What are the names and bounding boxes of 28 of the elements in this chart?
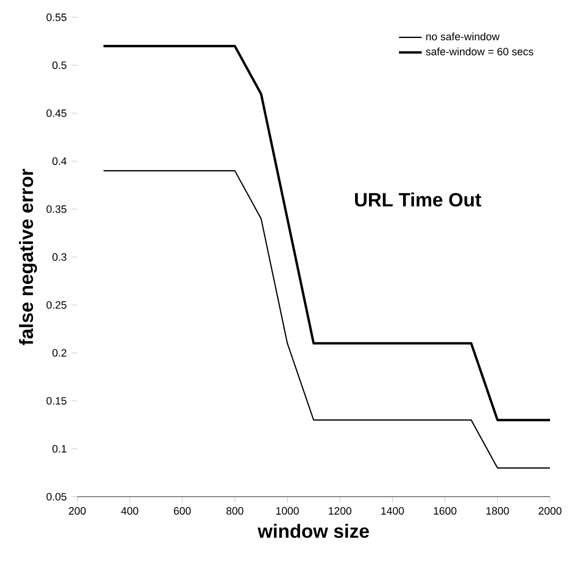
x-tick-label: 2000: [538, 506, 562, 515]
legend-label: no safe-window: [426, 32, 500, 40]
y-tick-label: 0.05: [46, 492, 66, 500]
annotation: URL Time Out: [355, 192, 482, 206]
x-tick-label: 200: [68, 506, 86, 515]
x-tick-label: 1400: [381, 506, 404, 515]
y-tick-label: 0.5: [52, 61, 66, 69]
y-tick-label: 0.1: [52, 444, 66, 452]
y-tick-label: 0.3: [52, 253, 66, 261]
y-tick-label: 0.15: [46, 396, 66, 404]
x-tick-label: 1000: [276, 506, 299, 515]
x-tick-label: 600: [174, 506, 191, 515]
y-tick-label: 0.55: [46, 13, 66, 21]
x-axis-title: window size: [258, 524, 369, 538]
line-series: [102, 44, 550, 422]
x-tick-label: 400: [121, 506, 138, 515]
x-tick-label: 800: [226, 506, 244, 515]
x-tick-label: 1800: [486, 506, 509, 515]
y-tick-label: 0.25: [46, 301, 66, 309]
y-tick-label: 0.2: [52, 348, 66, 357]
x-tick-label: 1600: [434, 506, 456, 515]
x-tick-label: 1200: [328, 506, 352, 515]
y-tick-label: 0.35: [46, 205, 66, 213]
y-tick-label: 0.45: [46, 109, 66, 117]
y-tick-label: 0.4: [52, 157, 67, 165]
line-series: [102, 170, 550, 468]
legend-label: safe-window = 60 secs: [426, 47, 534, 56]
y-axis-title: false negative error: [19, 168, 37, 346]
